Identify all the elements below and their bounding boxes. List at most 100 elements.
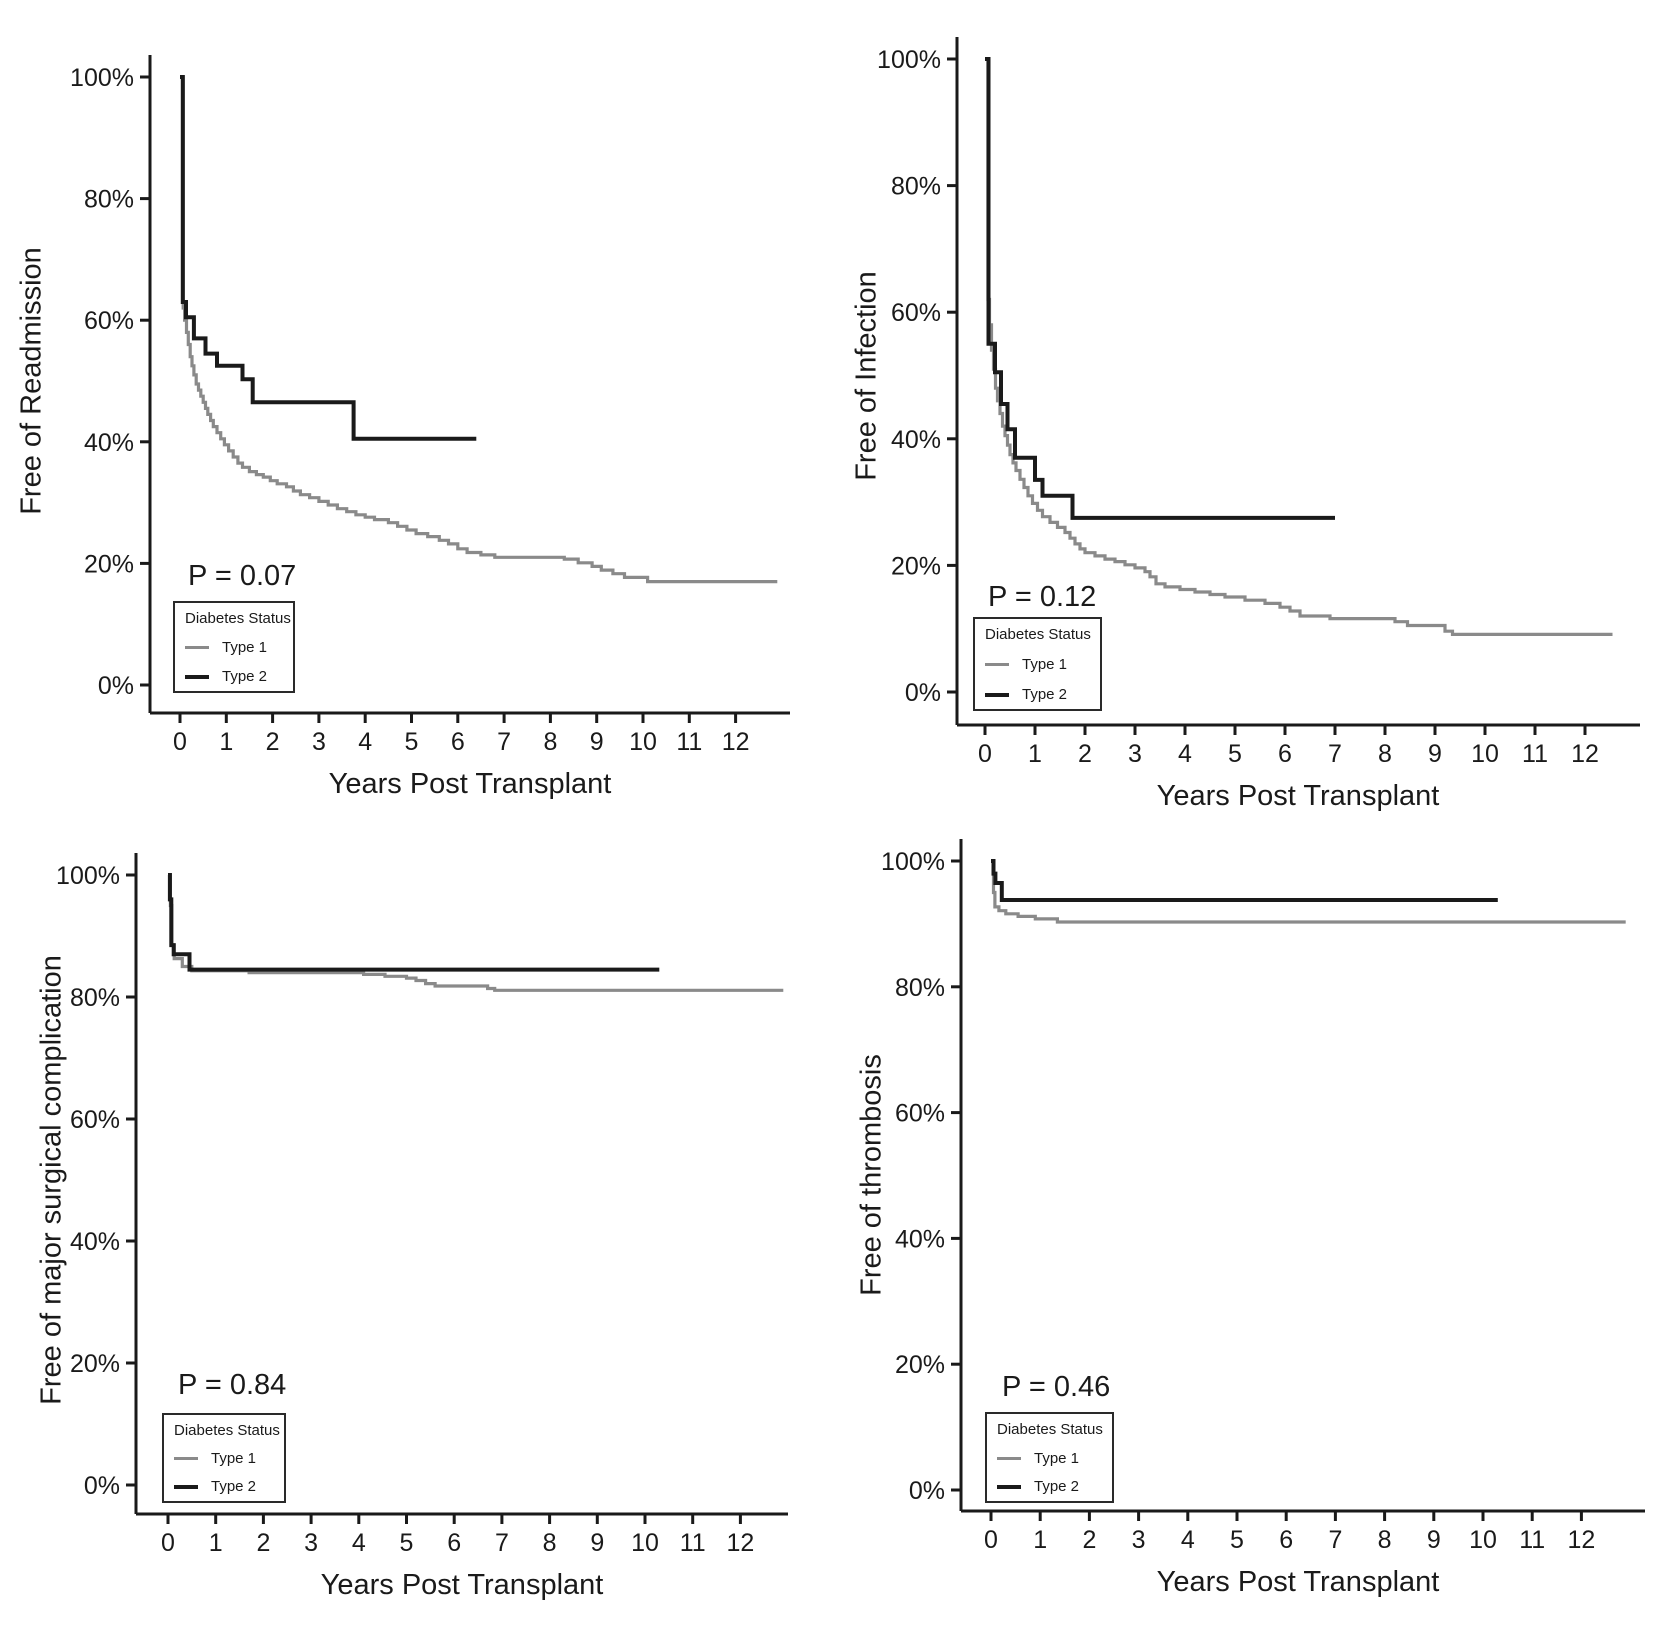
km-plot-thrombosis: 0%20%40%60%80%100%0 1 2 3 4 5 6 7 8 9 10 11 12 (881, 839, 1645, 1554)
svg-text:3: 3 (1128, 740, 1142, 768)
legend-entry-label: Type 2 (1034, 1478, 1080, 1495)
svg-text:9: 9 (1427, 1526, 1441, 1554)
svg-text:60%: 60% (84, 307, 134, 335)
svg-text:2: 2 (256, 1529, 270, 1557)
p-value-label: P = 0.46 (1002, 1371, 1111, 1403)
legend-entry-label: Type 1 (222, 639, 268, 656)
svg-text:2: 2 (1078, 740, 1092, 768)
svg-text:1: 1 (209, 1529, 223, 1557)
legend-entry-type2: Type 2 (174, 1478, 274, 1495)
legend-title: Diabetes Status (185, 610, 291, 627)
svg-text:20%: 20% (895, 1351, 945, 1379)
svg-text:6: 6 (1278, 740, 1292, 768)
x-axis-label: Years Post Transplant (328, 768, 612, 800)
svg-text:6: 6 (451, 728, 465, 756)
legend-entry-type1: Type 1 (185, 639, 283, 656)
svg-text:40%: 40% (70, 1228, 120, 1256)
type1-line-swatch (997, 1456, 1021, 1460)
y-axis-label: Free of Infection (850, 271, 883, 481)
p-value-label: P = 0.84 (178, 1369, 287, 1401)
legend-title: Diabetes Status (985, 626, 1091, 643)
svg-text:80%: 80% (895, 974, 945, 1002)
svg-text:12: 12 (726, 1529, 754, 1557)
svg-text:10: 10 (1471, 740, 1499, 768)
svg-text:0%: 0% (909, 1477, 945, 1505)
type2-line-swatch (174, 1484, 198, 1489)
svg-text:5: 5 (400, 1529, 414, 1557)
legend-entry-type2: Type 2 (985, 686, 1090, 703)
svg-text:5: 5 (1228, 740, 1242, 768)
km-plot-readmission: 0%20%40%60%80%100%0 1 2 3 4 5 6 7 8 9 10 11 12 (70, 55, 790, 756)
svg-text:100%: 100% (881, 848, 945, 876)
svg-text:4: 4 (358, 728, 372, 756)
svg-text:8: 8 (1378, 1526, 1392, 1554)
svg-text:100%: 100% (877, 46, 941, 74)
svg-text:8: 8 (543, 1529, 557, 1557)
svg-text:9: 9 (590, 728, 604, 756)
svg-text:7: 7 (1328, 740, 1342, 768)
y-axis-label: Free of major surgical complication (35, 955, 68, 1405)
legend-box: Diabetes Status Type 1 Type 2 (162, 1413, 286, 1503)
km-plot-surgical-complication: 0%20%40%60%80%100%0 1 2 3 4 5 6 7 8 9 10 11 12 (56, 853, 788, 1557)
svg-text:11: 11 (680, 1529, 706, 1557)
svg-text:100%: 100% (56, 862, 120, 890)
svg-text:80%: 80% (70, 984, 120, 1012)
km-panel-surgical-complication: 0% 20% 40% 60% 80% 100% 0 1 2 3 4 5 6 7 8 9 10 11 12 Free … (0, 818, 833, 1635)
type1-line-swatch (985, 663, 1009, 666)
svg-text:80%: 80% (891, 173, 941, 201)
svg-text:3: 3 (312, 728, 326, 756)
legend-title: Diabetes Status (174, 1422, 280, 1439)
svg-text:0%: 0% (905, 679, 941, 707)
legend-box: Diabetes Status Type 1 Type 2 (985, 1412, 1114, 1503)
type1-line-swatch (185, 646, 209, 649)
svg-text:60%: 60% (895, 1100, 945, 1128)
svg-text:40%: 40% (84, 429, 134, 457)
svg-text:2: 2 (1082, 1526, 1096, 1554)
type2-line-swatch (985, 692, 1009, 697)
legend-title: Diabetes Status (997, 1421, 1103, 1438)
svg-text:3: 3 (304, 1529, 318, 1557)
svg-text:60%: 60% (70, 1106, 120, 1134)
legend-entry-type1: Type 1 (985, 656, 1090, 673)
p-value-label: P = 0.07 (188, 560, 297, 592)
svg-text:8: 8 (1378, 740, 1392, 768)
type1-line-swatch (174, 1457, 198, 1460)
x-axis-label: Years Post Transplant (320, 1569, 604, 1601)
legend-entry-label: Type 1 (1022, 656, 1068, 673)
km-panel-readmission: 0% 20% 40% 60% 80% 100% 0 1 2 3 4 5 6 7 8 9 10 11 12 Free … (0, 0, 833, 817)
legend-entry-label: Type 2 (1022, 686, 1068, 703)
km-plot-infection: 0%20%40%60%80%100%0 1 2 3 4 5 6 7 8 9 10 11 12 (877, 37, 1640, 768)
svg-text:20%: 20% (891, 552, 941, 580)
svg-text:0%: 0% (84, 1472, 120, 1500)
svg-text:3: 3 (1132, 1526, 1146, 1554)
svg-text:12: 12 (1567, 1526, 1595, 1554)
x-axis-label: Years Post Transplant (1156, 1566, 1440, 1598)
svg-text:12: 12 (1571, 740, 1599, 768)
svg-text:0%: 0% (98, 672, 134, 700)
svg-text:12: 12 (722, 728, 750, 756)
type2-line-swatch (997, 1484, 1021, 1489)
svg-text:7: 7 (1328, 1526, 1342, 1554)
svg-text:6: 6 (447, 1529, 461, 1557)
svg-text:0: 0 (161, 1529, 175, 1557)
svg-text:9: 9 (1428, 740, 1442, 768)
svg-text:60%: 60% (891, 299, 941, 327)
legend-entry-type2: Type 2 (185, 668, 283, 685)
km-panel-infection: 0% 20% 40% 60% 80% 100% 0 1 2 3 4 5 6 7 8 9 10 11 12 Free … (834, 0, 1667, 817)
legend-box: Diabetes Status Type 1 Type 2 (973, 617, 1102, 711)
legend-entry-type2: Type 2 (997, 1478, 1102, 1495)
svg-text:20%: 20% (70, 1350, 120, 1378)
svg-text:1: 1 (1028, 740, 1042, 768)
svg-text:8: 8 (543, 728, 557, 756)
svg-text:1: 1 (1033, 1526, 1047, 1554)
legend-entry-label: Type 1 (211, 1450, 257, 1467)
km-panel-thrombosis: 0% 20% 40% 60% 80% 100% 0 1 2 3 4 5 6 7 8 9 10 11 12 Free … (834, 818, 1667, 1635)
svg-text:11: 11 (1519, 1526, 1545, 1554)
svg-text:6: 6 (1279, 1526, 1293, 1554)
svg-text:0: 0 (978, 740, 992, 768)
legend-entry-label: Type 2 (211, 1478, 257, 1495)
legend-entry-label: Type 2 (222, 668, 268, 685)
svg-text:7: 7 (495, 1529, 509, 1557)
svg-text:5: 5 (1230, 1526, 1244, 1554)
